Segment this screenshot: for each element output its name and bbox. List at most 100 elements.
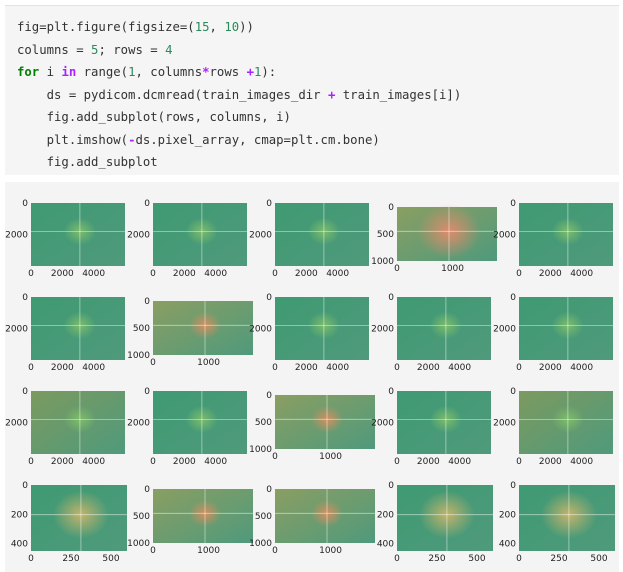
subplot-8: 0 2000 0 2000 4000 [249, 293, 369, 373]
code-line-4: ds = pydicom.dcmread(train_images_dir + … [17, 87, 462, 102]
x-tick-label: 0 [394, 363, 400, 373]
code-line-6: plt.imshow(-ds.pixel_array, cmap=plt.cm.… [17, 132, 380, 147]
x-tick-label: 2000 [295, 269, 318, 279]
y-tick-label: 0 [22, 199, 28, 209]
y-tick-label: 1000 [249, 445, 272, 455]
x-tick-label: 2000 [417, 457, 440, 467]
y-tick-label: 0 [22, 387, 28, 397]
y-tick-label: 2000 [371, 325, 394, 335]
x-tick-label: 4000 [326, 269, 349, 279]
x-tick-label: 4000 [448, 457, 471, 467]
x-tick-label: 0 [150, 358, 156, 368]
x-tick-label: 500 [468, 554, 485, 564]
y-tick-label: 2000 [249, 325, 272, 335]
x-tick-label: 2000 [417, 363, 440, 373]
x-tick-label: 0 [516, 363, 522, 373]
y-tick-label: 500 [133, 512, 150, 522]
code-line-3: for i in range(1, columns*rows +1): [17, 65, 277, 79]
x-tick-label: 4000 [82, 363, 105, 373]
subplot-14: 0 2000 0 2000 4000 [371, 387, 491, 467]
x-tick-label: 1000 [197, 546, 220, 556]
subplot-5: 0 2000 0 2000 4000 [493, 199, 613, 279]
x-tick-label: 500 [102, 554, 119, 564]
y-tick-label: 0 [266, 391, 272, 401]
x-tick-label: 0 [516, 457, 522, 467]
y-tick-label: 200 [11, 510, 28, 520]
y-tick-label: 0 [22, 481, 28, 491]
subplot-11: 0 2000 0 2000 4000 [5, 387, 125, 467]
y-tick-label: 2000 [371, 419, 394, 429]
y-tick-label: 0 [144, 199, 150, 209]
x-tick-label: 0 [394, 554, 400, 564]
y-tick-label: 0 [510, 293, 516, 303]
y-tick-label: 400 [11, 540, 28, 550]
x-tick-label: 4000 [326, 363, 349, 373]
x-tick-label: 0 [516, 554, 522, 564]
x-tick-label: 0 [394, 457, 400, 467]
y-tick-label: 500 [255, 418, 272, 428]
x-tick-label: 2000 [173, 269, 196, 279]
x-tick-label: 0 [28, 363, 34, 373]
y-tick-label: 2000 [127, 419, 150, 429]
x-tick-label: 1000 [319, 546, 342, 556]
x-tick-label: 4000 [82, 269, 105, 279]
code-block[interactable]: fig=plt.figure(figsize=(15, 10)) columns… [17, 16, 461, 174]
x-tick-label: 0 [28, 457, 34, 467]
x-tick-label: 2000 [539, 457, 562, 467]
x-tick-label: 2000 [51, 269, 74, 279]
x-tick-label: 0 [150, 546, 156, 556]
x-tick-label: 0 [150, 457, 156, 467]
x-tick-label: 1000 [319, 452, 342, 462]
y-tick-label: 200 [377, 510, 394, 520]
x-tick-label: 0 [272, 546, 278, 556]
x-tick-label: 4000 [204, 269, 227, 279]
y-tick-label: 1000 [249, 539, 272, 549]
x-tick-label: 2000 [295, 363, 318, 373]
x-tick-label: 4000 [570, 363, 593, 373]
x-tick-label: 4000 [570, 457, 593, 467]
x-tick-label: 0 [272, 452, 278, 462]
x-tick-label: 2000 [51, 363, 74, 373]
subplot-10: 0 2000 0 2000 4000 [493, 293, 613, 373]
x-tick-label: 4000 [570, 269, 593, 279]
y-tick-label: 2000 [127, 231, 150, 241]
subplot-3: 0 2000 0 2000 4000 [249, 199, 369, 279]
x-tick-label: 250 [62, 554, 79, 564]
x-tick-label: 4000 [204, 457, 227, 467]
x-tick-label: 4000 [448, 363, 471, 373]
x-tick-label: 0 [150, 269, 156, 279]
y-tick-label: 2000 [5, 231, 28, 241]
subplot-6: 0 2000 0 2000 4000 [5, 293, 125, 373]
y-tick-label: 0 [266, 485, 272, 495]
y-tick-label: 2000 [493, 419, 516, 429]
y-tick-label: 0 [510, 481, 516, 491]
y-tick-label: 0 [266, 293, 272, 303]
y-tick-label: 2000 [5, 419, 28, 429]
code-cell[interactable]: fig=plt.figure(figsize=(15, 10)) columns… [5, 5, 619, 175]
x-tick-label: 1000 [441, 264, 464, 274]
x-tick-label: 0 [394, 264, 400, 274]
x-tick-label: 2000 [539, 363, 562, 373]
x-tick-label: 0 [272, 363, 278, 373]
x-tick-label: 0 [28, 269, 34, 279]
code-line-2: columns = 5; rows = 4 [17, 42, 173, 57]
y-tick-label: 1000 [127, 351, 150, 361]
x-tick-label: 2000 [173, 457, 196, 467]
y-tick-label: 1000 [371, 257, 394, 267]
y-tick-label: 0 [144, 297, 150, 307]
x-tick-label: 2000 [51, 457, 74, 467]
subplot-2: 0 2000 0 2000 4000 [127, 199, 247, 279]
x-tick-label: 2000 [539, 269, 562, 279]
x-tick-label: 1000 [197, 358, 220, 368]
x-tick-label: 250 [550, 554, 567, 564]
y-tick-label: 2000 [5, 325, 28, 335]
y-tick-label: 0 [510, 387, 516, 397]
y-tick-label: 500 [133, 324, 150, 334]
